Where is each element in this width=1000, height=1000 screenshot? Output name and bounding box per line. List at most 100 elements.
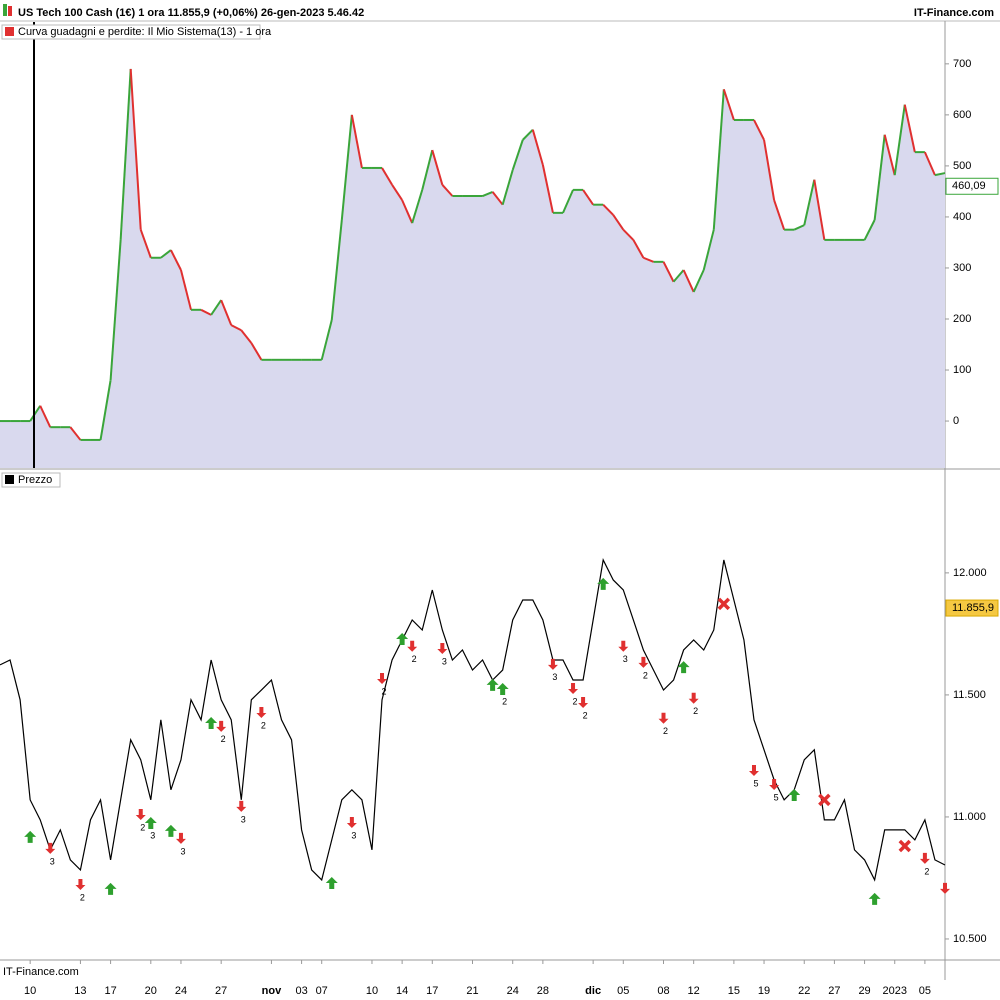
equity-segment [179, 269, 192, 311]
sell-arrow [940, 882, 950, 894]
equity-segment [612, 214, 625, 231]
signal: 3 [144, 817, 157, 840]
signal-label: 3 [180, 846, 185, 856]
signal [677, 661, 690, 674]
x-tick-label: 24 [175, 985, 187, 997]
x-tick-label: 05 [919, 985, 931, 997]
y-tick-label: 500 [953, 160, 971, 172]
signal [788, 788, 801, 801]
signal: 3 [618, 640, 629, 664]
equity-segment [411, 189, 424, 224]
last-value-tag [945, 177, 999, 195]
signal: 2 [568, 683, 579, 706]
signal-label: 2 [412, 654, 417, 664]
equity-segment [803, 179, 816, 226]
x-tick-label: 12 [688, 985, 700, 997]
signal-label: 3 [623, 654, 628, 664]
equity-segment [69, 426, 82, 441]
equity-segment [773, 199, 786, 231]
equity-segment [541, 164, 554, 214]
y-tick-label: 300 [953, 262, 971, 274]
buy-arrow [325, 877, 338, 890]
signal: 2 [638, 656, 649, 680]
equity-segment [511, 139, 524, 171]
sell-arrow [236, 800, 247, 812]
buy-arrow [205, 716, 218, 729]
signal: 2 [578, 696, 589, 720]
signal: 2 [658, 712, 669, 736]
equity-segment [330, 219, 343, 321]
legend-label: Prezzo [18, 474, 52, 486]
signal-label: 5 [774, 792, 779, 802]
close-mark [818, 793, 831, 807]
equity-segment [632, 239, 645, 259]
equity-segment [139, 229, 152, 259]
equity-segment [210, 299, 222, 316]
sell-arrow [45, 842, 56, 854]
signal [717, 597, 731, 611]
header-icon [3, 4, 7, 16]
signal-label: 2 [140, 822, 145, 832]
signal [597, 577, 610, 590]
signal [898, 839, 912, 853]
equity-segment [391, 184, 403, 201]
y-tick-label: 0 [953, 415, 959, 427]
buy-arrow [24, 830, 37, 843]
signal: 2 [135, 808, 146, 832]
sell-arrow [769, 778, 780, 790]
last-value-label: 11.855,9 [952, 602, 994, 614]
equity-segment [522, 128, 534, 141]
signal: 5 [748, 765, 759, 788]
x-tick-label: 14 [396, 985, 408, 997]
equity-segment [39, 405, 52, 428]
signal-label: 3 [351, 830, 356, 840]
equity-segment [531, 129, 544, 166]
signal: 2 [75, 879, 86, 902]
equity-segment [99, 380, 112, 441]
signal: 3 [175, 832, 186, 856]
close-mark [898, 839, 912, 853]
equity-area [0, 68, 945, 469]
signal: 5 [769, 778, 780, 802]
signal-label: 5 [753, 778, 758, 788]
equity-segment [170, 249, 182, 271]
equity-segment [501, 169, 514, 205]
sell-arrow [919, 852, 930, 864]
sell-arrow [638, 656, 649, 668]
signal-label: 2 [583, 710, 588, 720]
x-tick-label: dic [585, 985, 601, 997]
sell-arrow [75, 879, 86, 891]
signal: 2 [496, 683, 509, 706]
signal-label: 2 [924, 866, 929, 876]
signal-label: 3 [150, 830, 155, 840]
equity-segment [160, 249, 172, 259]
signal-label: 2 [573, 696, 578, 706]
equity-segment [350, 114, 363, 169]
sell-arrow [437, 643, 448, 655]
equity-segment [381, 167, 393, 186]
price-line [0, 558, 946, 882]
x-tick-label: 27 [215, 985, 227, 997]
buy-arrow [677, 661, 690, 674]
equity-segment [662, 261, 675, 283]
equity-segment [441, 184, 454, 197]
buy-arrow [486, 678, 499, 691]
sell-arrow [135, 808, 146, 820]
x-tick-label: 29 [858, 985, 870, 997]
equity-segment [753, 119, 765, 141]
signal: 2 [216, 720, 227, 744]
x-tick-label: 2023 [882, 985, 906, 997]
y-tick-label: 11.500 [953, 689, 986, 701]
signal: 3 [236, 800, 247, 824]
buy-arrow [144, 817, 157, 830]
sell-arrow [175, 832, 186, 844]
header-title: US Tech 100 Cash (1€) 1 ora 11.855,9 (+0… [18, 7, 364, 19]
equity-segment [883, 134, 896, 176]
equity-segment [602, 203, 614, 216]
equity-segment [873, 134, 886, 221]
x-tick-label: 13 [74, 985, 86, 997]
sell-arrow [578, 696, 589, 708]
equity-segment [702, 229, 715, 271]
sell-arrow [748, 765, 759, 777]
